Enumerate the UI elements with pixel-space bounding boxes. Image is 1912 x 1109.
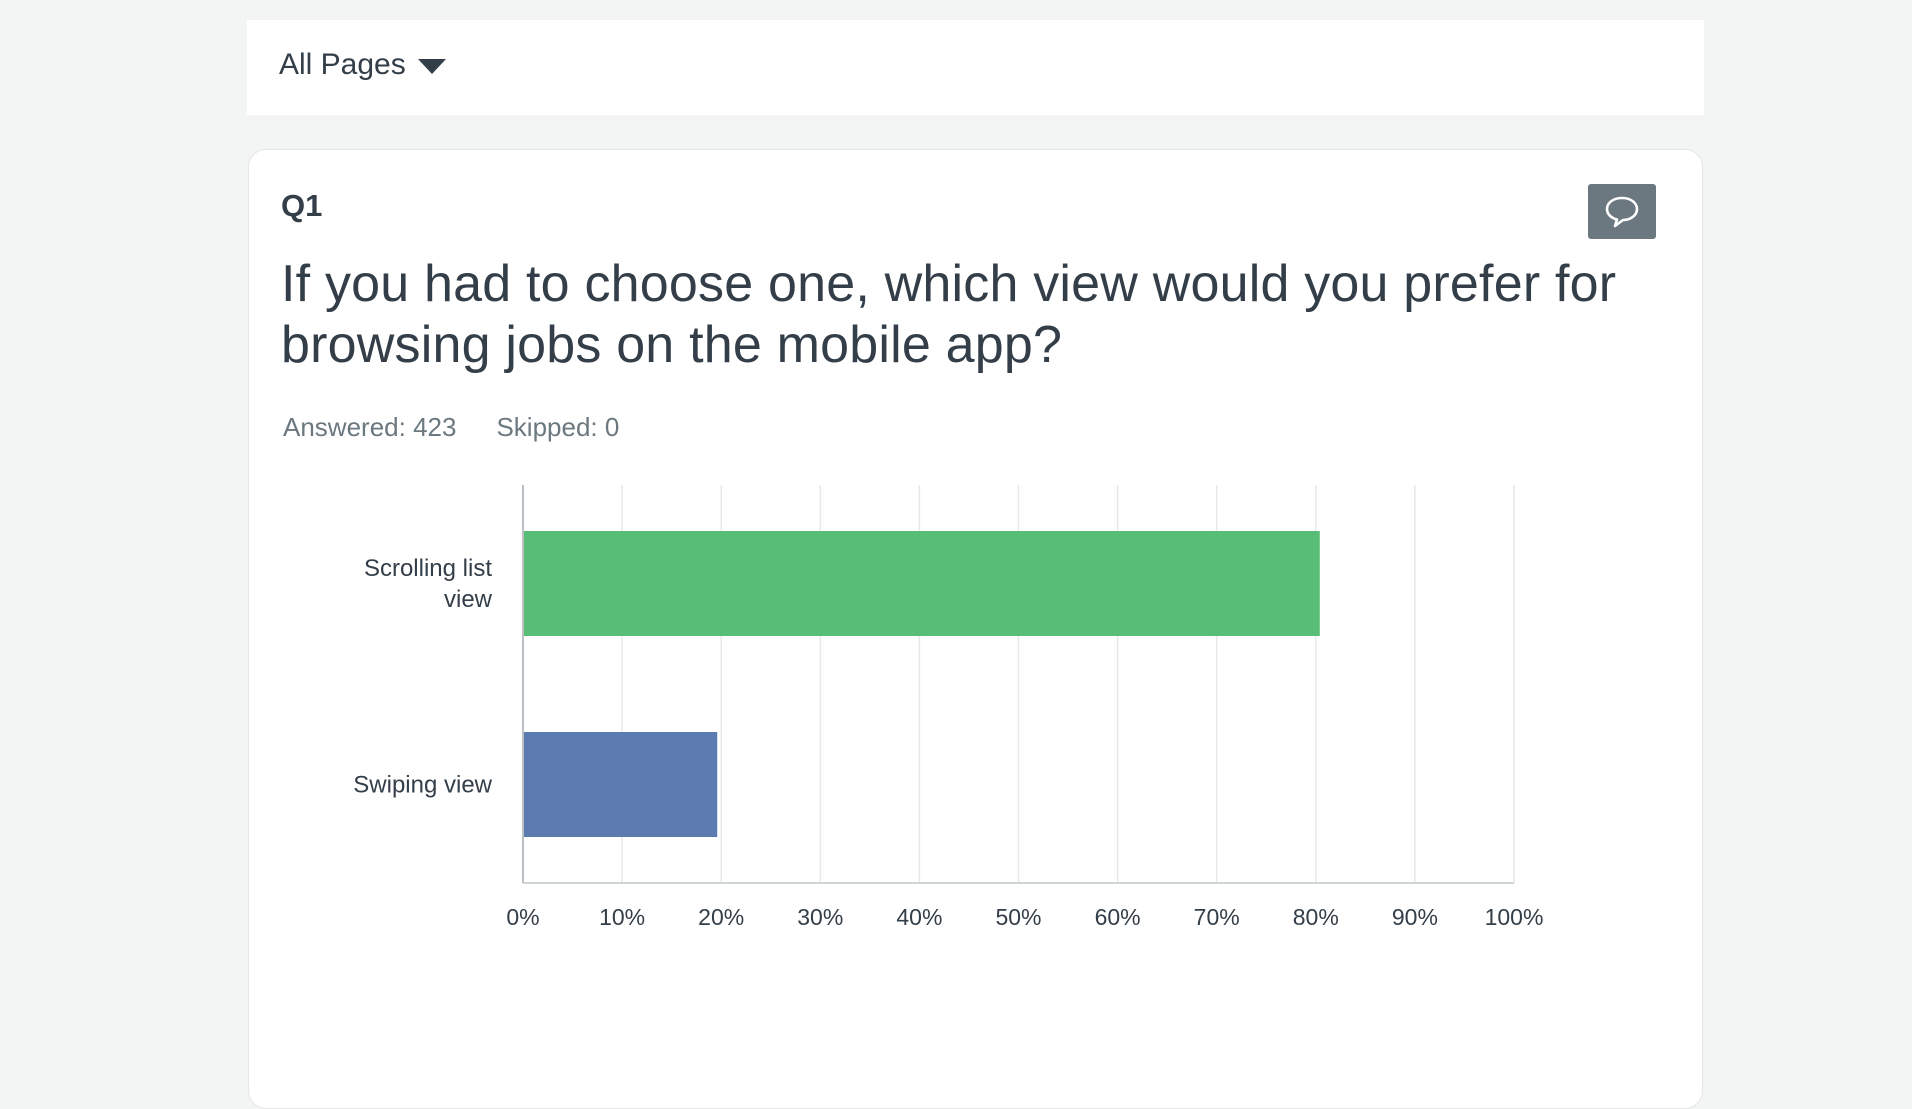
- speech-bubble-icon: [1605, 196, 1639, 227]
- bar-0[interactable]: [524, 531, 1320, 636]
- x-tick-label: 0%: [506, 904, 539, 930]
- x-tick-label: 80%: [1293, 904, 1339, 930]
- x-tick-label: 50%: [995, 904, 1041, 930]
- skipped-count: Skipped: 0: [496, 412, 620, 442]
- category-label: Swiping view: [353, 772, 492, 799]
- comment-button[interactable]: [1588, 184, 1656, 239]
- page-filter-label: All Pages: [279, 48, 406, 81]
- question-title: If you had to choose one, which view wou…: [281, 255, 1617, 374]
- question-card: Q1 If you had to choose one, which view …: [248, 149, 1703, 1109]
- category-label: Scrolling list: [364, 555, 492, 582]
- x-tick-label: 90%: [1392, 904, 1438, 930]
- answered-count: Answered: 423: [283, 412, 457, 442]
- page-filter-bar: All Pages: [247, 20, 1704, 115]
- page-filter-dropdown[interactable]: All Pages: [279, 48, 446, 82]
- category-label: view: [444, 586, 493, 613]
- x-tick-label: 60%: [1095, 904, 1141, 930]
- bar-1[interactable]: [524, 732, 718, 837]
- x-tick-label: 70%: [1194, 904, 1240, 930]
- bar-chart: Scrolling list view Swiping view 0% 10% 20% 30…: [353, 485, 1544, 930]
- x-tick-label: 10%: [599, 904, 645, 930]
- x-tick-label: 40%: [896, 904, 942, 930]
- response-stats: Answered: 423 Skipped: 0: [283, 412, 619, 443]
- question-number: Q1: [281, 188, 323, 223]
- x-tick-label: 100%: [1485, 904, 1544, 930]
- x-tick-label: 20%: [698, 904, 744, 930]
- caret-down-icon: [417, 58, 446, 74]
- x-tick-label: 30%: [797, 904, 843, 930]
